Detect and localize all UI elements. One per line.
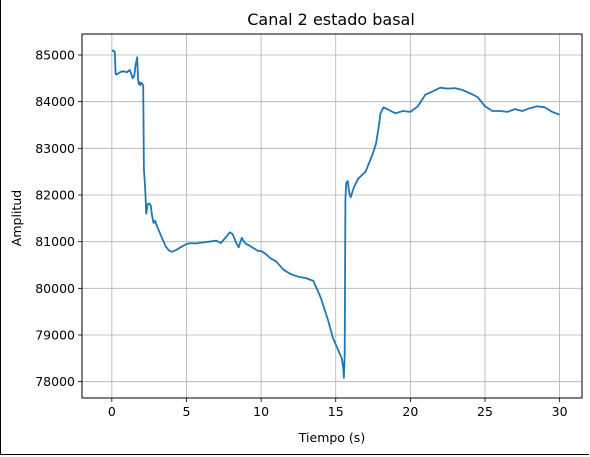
x-tick-label: 10 bbox=[253, 404, 269, 419]
y-tick-label: 85000 bbox=[35, 48, 75, 63]
y-axis-label: Amplitud bbox=[9, 190, 24, 246]
x-tick-label: 5 bbox=[183, 404, 191, 419]
x-tick-label: 25 bbox=[477, 404, 493, 419]
y-tick-label: 80000 bbox=[35, 281, 75, 296]
x-ticks: 0 5 10 15 20 25 30 bbox=[108, 398, 568, 419]
y-tick-label: 78000 bbox=[35, 374, 75, 389]
y-tick-label: 84000 bbox=[35, 94, 75, 109]
y-tick-label: 81000 bbox=[35, 234, 75, 249]
chart-title: Canal 2 estado basal bbox=[247, 10, 415, 29]
x-tick-label: 30 bbox=[552, 404, 568, 419]
y-ticks: 78000 79000 80000 81000 82000 83000 84000 85000 bbox=[35, 48, 82, 390]
y-tick-label: 79000 bbox=[35, 328, 75, 343]
y-tick-label: 83000 bbox=[35, 141, 75, 156]
x-tick-label: 20 bbox=[402, 404, 418, 419]
x-axis-label: Tiempo (s) bbox=[298, 430, 365, 445]
y-tick-label: 82000 bbox=[35, 188, 75, 203]
x-tick-label: 0 bbox=[108, 404, 116, 419]
x-tick-label: 15 bbox=[328, 404, 344, 419]
grid bbox=[82, 34, 582, 398]
plot-area bbox=[82, 34, 582, 398]
